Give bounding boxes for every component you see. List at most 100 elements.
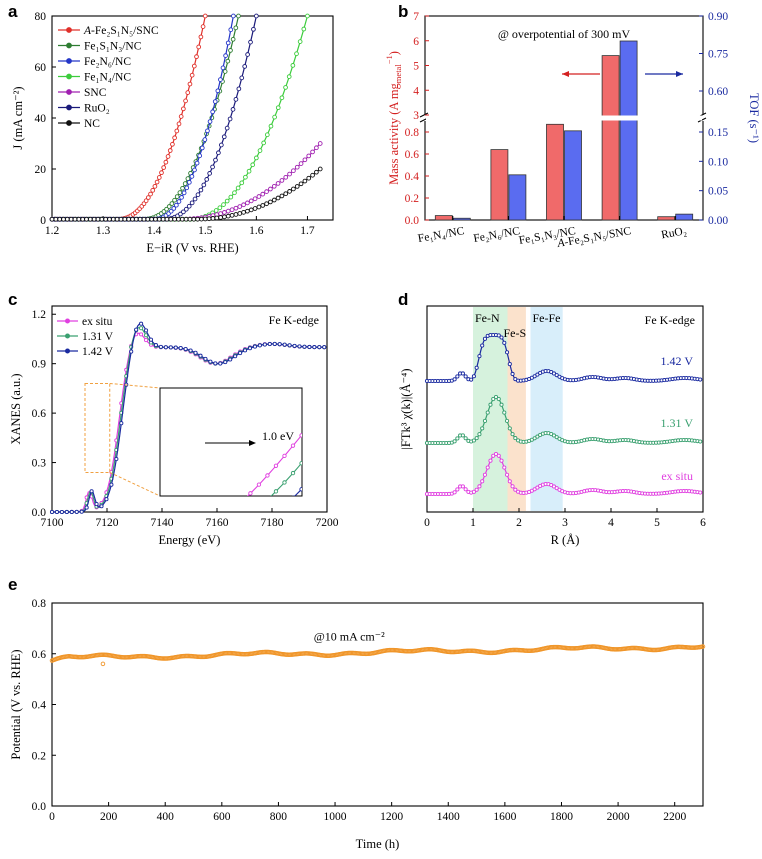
panel-a-series-marker (275, 181, 281, 186)
panel-c-series-marker (188, 348, 193, 353)
panel-c-inset-marker (248, 491, 253, 496)
panel-d-series-marker (496, 333, 501, 338)
panel-c-inset-marker (249, 528, 252, 531)
panel-d-series-marker (460, 484, 465, 489)
panel-a-series-marker (199, 145, 205, 151)
panel-c-inset-marker (273, 489, 279, 494)
panel-c-zoom-box (84, 382, 111, 473)
panel-a-series-marker (218, 77, 223, 82)
panel-c-inset-annotation: 1.0 eV (262, 429, 294, 443)
panel-a-series-marker (294, 164, 300, 170)
panel-c-inset-marker (249, 513, 252, 516)
panel-c-inset-marker (155, 555, 158, 558)
panel-c-series-marker (99, 504, 104, 509)
panel-a-series-marker (172, 216, 177, 222)
panel-a-series-marker (207, 171, 212, 176)
panel-a-series-marker (228, 194, 234, 200)
panel-a-series-marker (189, 200, 195, 206)
panel-letter-e: e (8, 575, 17, 594)
panel-d-series-marker (469, 377, 474, 382)
panel-d-series-label: 1.31 V (661, 416, 694, 430)
panel-a-series-marker (245, 208, 250, 214)
panel-d-series-marker (471, 438, 476, 443)
panel-a-legend-label: Fe₂N₆/NC (84, 56, 131, 68)
panel-a-series-marker (314, 169, 319, 175)
panel-a-legend-prefix: A (83, 25, 92, 37)
panel-c-series-marker (54, 509, 60, 515)
panel-b-ytick-left-label: 0.8 (405, 127, 420, 139)
panel-a-series-marker (176, 216, 181, 222)
panel-a-series-marker (163, 159, 169, 165)
panel-c-series-marker (94, 502, 99, 507)
panel-c-series-marker (198, 353, 203, 358)
panel-a-series-marker (252, 196, 258, 202)
panel-a-series-marker (252, 206, 258, 211)
panel-d-series-marker (460, 433, 465, 438)
panel-a-legend-text: Fe₂N₆/NC (84, 56, 131, 68)
panel-a-series-marker (221, 202, 226, 207)
panel-d-xlabel: R (Å) (551, 533, 580, 547)
chart-panel-d: Fe-N Fe-S Fe-Fe 0 1 2 3 4 5 6 R (Å) |FTk³ χ(k)|(Å⁻⁴… (399, 305, 706, 547)
panel-a-series-marker (179, 216, 185, 222)
panel-c-series-marker (74, 509, 79, 514)
panel-b-category-text: Fe₁N₄/NC (417, 225, 466, 245)
panel-a-series-marker (150, 187, 156, 193)
panel-c-legend-marker (65, 318, 70, 324)
panel-a-ytick-label: 60 (35, 62, 47, 74)
panel-a-series-marker (297, 39, 303, 44)
panel-a-series-marker (254, 155, 259, 161)
panel-a-series-marker (165, 154, 171, 159)
panel-a-series-marker (178, 114, 184, 119)
panel-d-series-marker (463, 374, 468, 379)
panel-a-series-marker (189, 72, 195, 78)
panel-c-xtick-label: 7140 (151, 517, 174, 529)
panel-a-series-marker (156, 216, 162, 222)
panel-d-series-label: 1.42 V (661, 354, 694, 368)
panel-a-series-marker (232, 190, 237, 196)
panel-c-inset-marker (146, 554, 149, 557)
panel-a-series-marker (229, 212, 235, 218)
panel-e-xtick-label: 400 (157, 811, 175, 823)
panel-a-series-marker (49, 216, 55, 222)
panel-a-series-marker (164, 206, 169, 212)
panel-a-series-marker (279, 193, 285, 199)
panel-e-xtick-label: 2200 (663, 811, 686, 823)
panel-c-xtick-label: 7120 (96, 517, 119, 529)
panel-a-series-marker (275, 105, 281, 111)
panel-c-series-marker (287, 343, 292, 348)
panel-e-xtick-label: 800 (270, 811, 288, 823)
panel-a-series-marker (198, 187, 204, 193)
panel-d-xtick-label: 6 (700, 517, 706, 529)
panel-c-inset-marker (172, 554, 175, 557)
panel-d-series-marker (698, 377, 703, 382)
panel-d-series-marker (510, 484, 515, 489)
panel-a-series-marker (169, 201, 175, 206)
panel-letter-c: c (8, 290, 17, 309)
panel-d-series-marker (507, 426, 512, 431)
panel-c-inset-marker (291, 495, 295, 496)
panel-c-series-marker (262, 342, 267, 347)
panel-a-series-marker (143, 198, 149, 204)
panel-d-series-marker (474, 436, 479, 441)
panel-d-series-marker (698, 490, 703, 495)
panel-a-series-marker (170, 141, 175, 147)
panel-a-series-marker (207, 119, 213, 124)
panel-a-series-marker (156, 175, 162, 180)
panel-a-series-marker (168, 216, 174, 222)
panel-a-series-marker (192, 196, 198, 202)
panel-d-series-marker (477, 354, 482, 359)
panel-c-series-marker (104, 497, 109, 502)
panel-c-inset-marker (189, 551, 192, 554)
panel-a-series-marker (103, 216, 108, 222)
panel-a-series-marker (210, 216, 216, 221)
panel-c-annotation: Fe K-edge (269, 313, 319, 327)
panel-a-xtick-label: 1.6 (249, 225, 264, 237)
panel-a-series-marker (166, 204, 172, 209)
panel-a-series-marker (171, 206, 177, 211)
panel-letter-a: a (8, 2, 18, 21)
panel-c-inset-marker (232, 537, 235, 540)
panel-a-series-marker (301, 26, 307, 32)
panel-c-inset-marker (155, 553, 158, 556)
panel-a-series-marker (210, 109, 215, 115)
panel-a-series-marker (237, 211, 243, 216)
